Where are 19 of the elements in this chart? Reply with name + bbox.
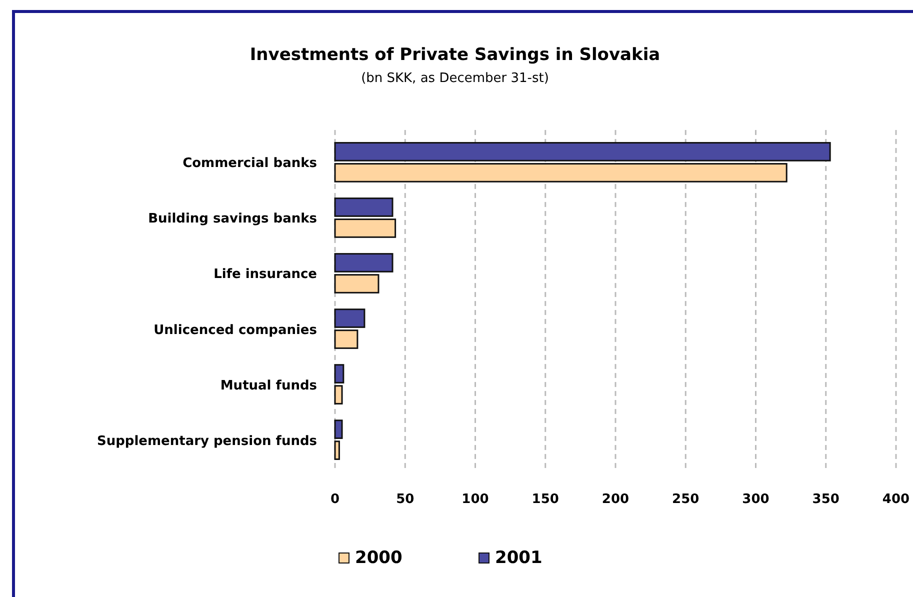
chart-subtitle: (bn SKK, as December 31-st): [361, 71, 549, 86]
x-tick-label: 200: [602, 492, 630, 507]
x-tick-label: 100: [462, 492, 489, 507]
y-tick-label: Unlicenced companies: [154, 322, 318, 338]
legend-label: 2001: [495, 548, 542, 568]
x-tick-label: 300: [742, 492, 770, 507]
y-tick-label: Life insurance: [214, 267, 318, 282]
x-tick-label: 250: [672, 492, 700, 507]
x-tick-label: 50: [396, 492, 414, 507]
x-tick-label: 150: [532, 492, 559, 507]
y-tick-label: Supplementary pension funds: [96, 434, 318, 449]
chart-title: Investments of Private Savings in Slovakia: [250, 45, 660, 65]
x-tick-label: 350: [812, 492, 840, 507]
x-tick-label: 400: [882, 492, 910, 507]
x-tick-label: 0: [330, 492, 340, 507]
y-tick-label: Commercial banks: [182, 156, 318, 172]
legend-label: 2000: [355, 548, 402, 568]
y-tick-label: Building savings banks: [148, 212, 318, 227]
y-tick-label: Mutual funds: [220, 378, 318, 394]
